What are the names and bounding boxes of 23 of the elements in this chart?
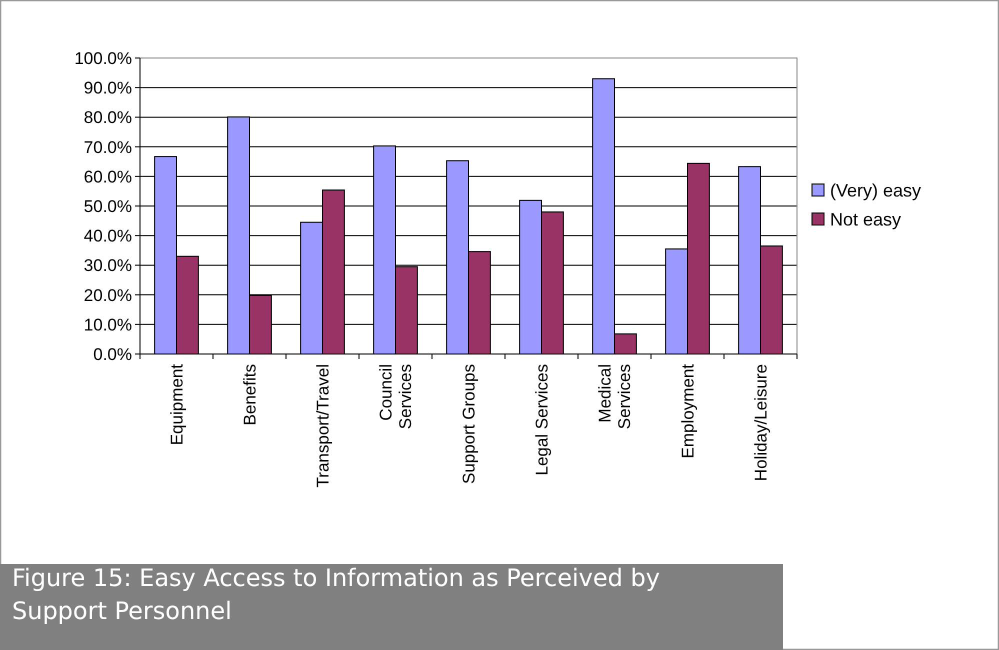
y-tick-label: 60.0% (84, 167, 132, 186)
x-tick-label: Holiday/Leisure (751, 364, 770, 482)
x-tick-label: Council Services (376, 364, 416, 430)
legend-label: (Very) easy (830, 180, 922, 200)
y-tick-label: 10.0% (84, 315, 132, 334)
x-tick-label: Transport/Travel (313, 364, 332, 488)
x-tick-label: Medical Services (596, 364, 634, 430)
y-tick-label: 50.0% (84, 196, 132, 216)
y-tick-label: 40.0% (84, 226, 132, 246)
x-tick-label: Legal Services (532, 364, 552, 476)
y-tick-label: 100.0% (74, 48, 132, 68)
y-tick-label: 70.0% (84, 138, 132, 157)
y-tick-label: 90.0% (84, 78, 132, 98)
y-tick-label: 30.0% (84, 256, 132, 276)
y-tick-label: 20.0% (84, 286, 132, 305)
x-tick-label: Employment (678, 364, 698, 458)
y-tick-label: 0.0% (93, 344, 132, 364)
text: Figure 15: Easy Access to Information as Perceived by Support Personnel (12, 564, 660, 625)
x-tick-label: Equipment (167, 364, 186, 446)
x-tick-label: Benefits (240, 364, 260, 426)
legend-label: Not easy (830, 209, 902, 230)
x-tick-label: Support Groups (459, 364, 478, 484)
y-tick-label: 80.0% (84, 108, 132, 128)
